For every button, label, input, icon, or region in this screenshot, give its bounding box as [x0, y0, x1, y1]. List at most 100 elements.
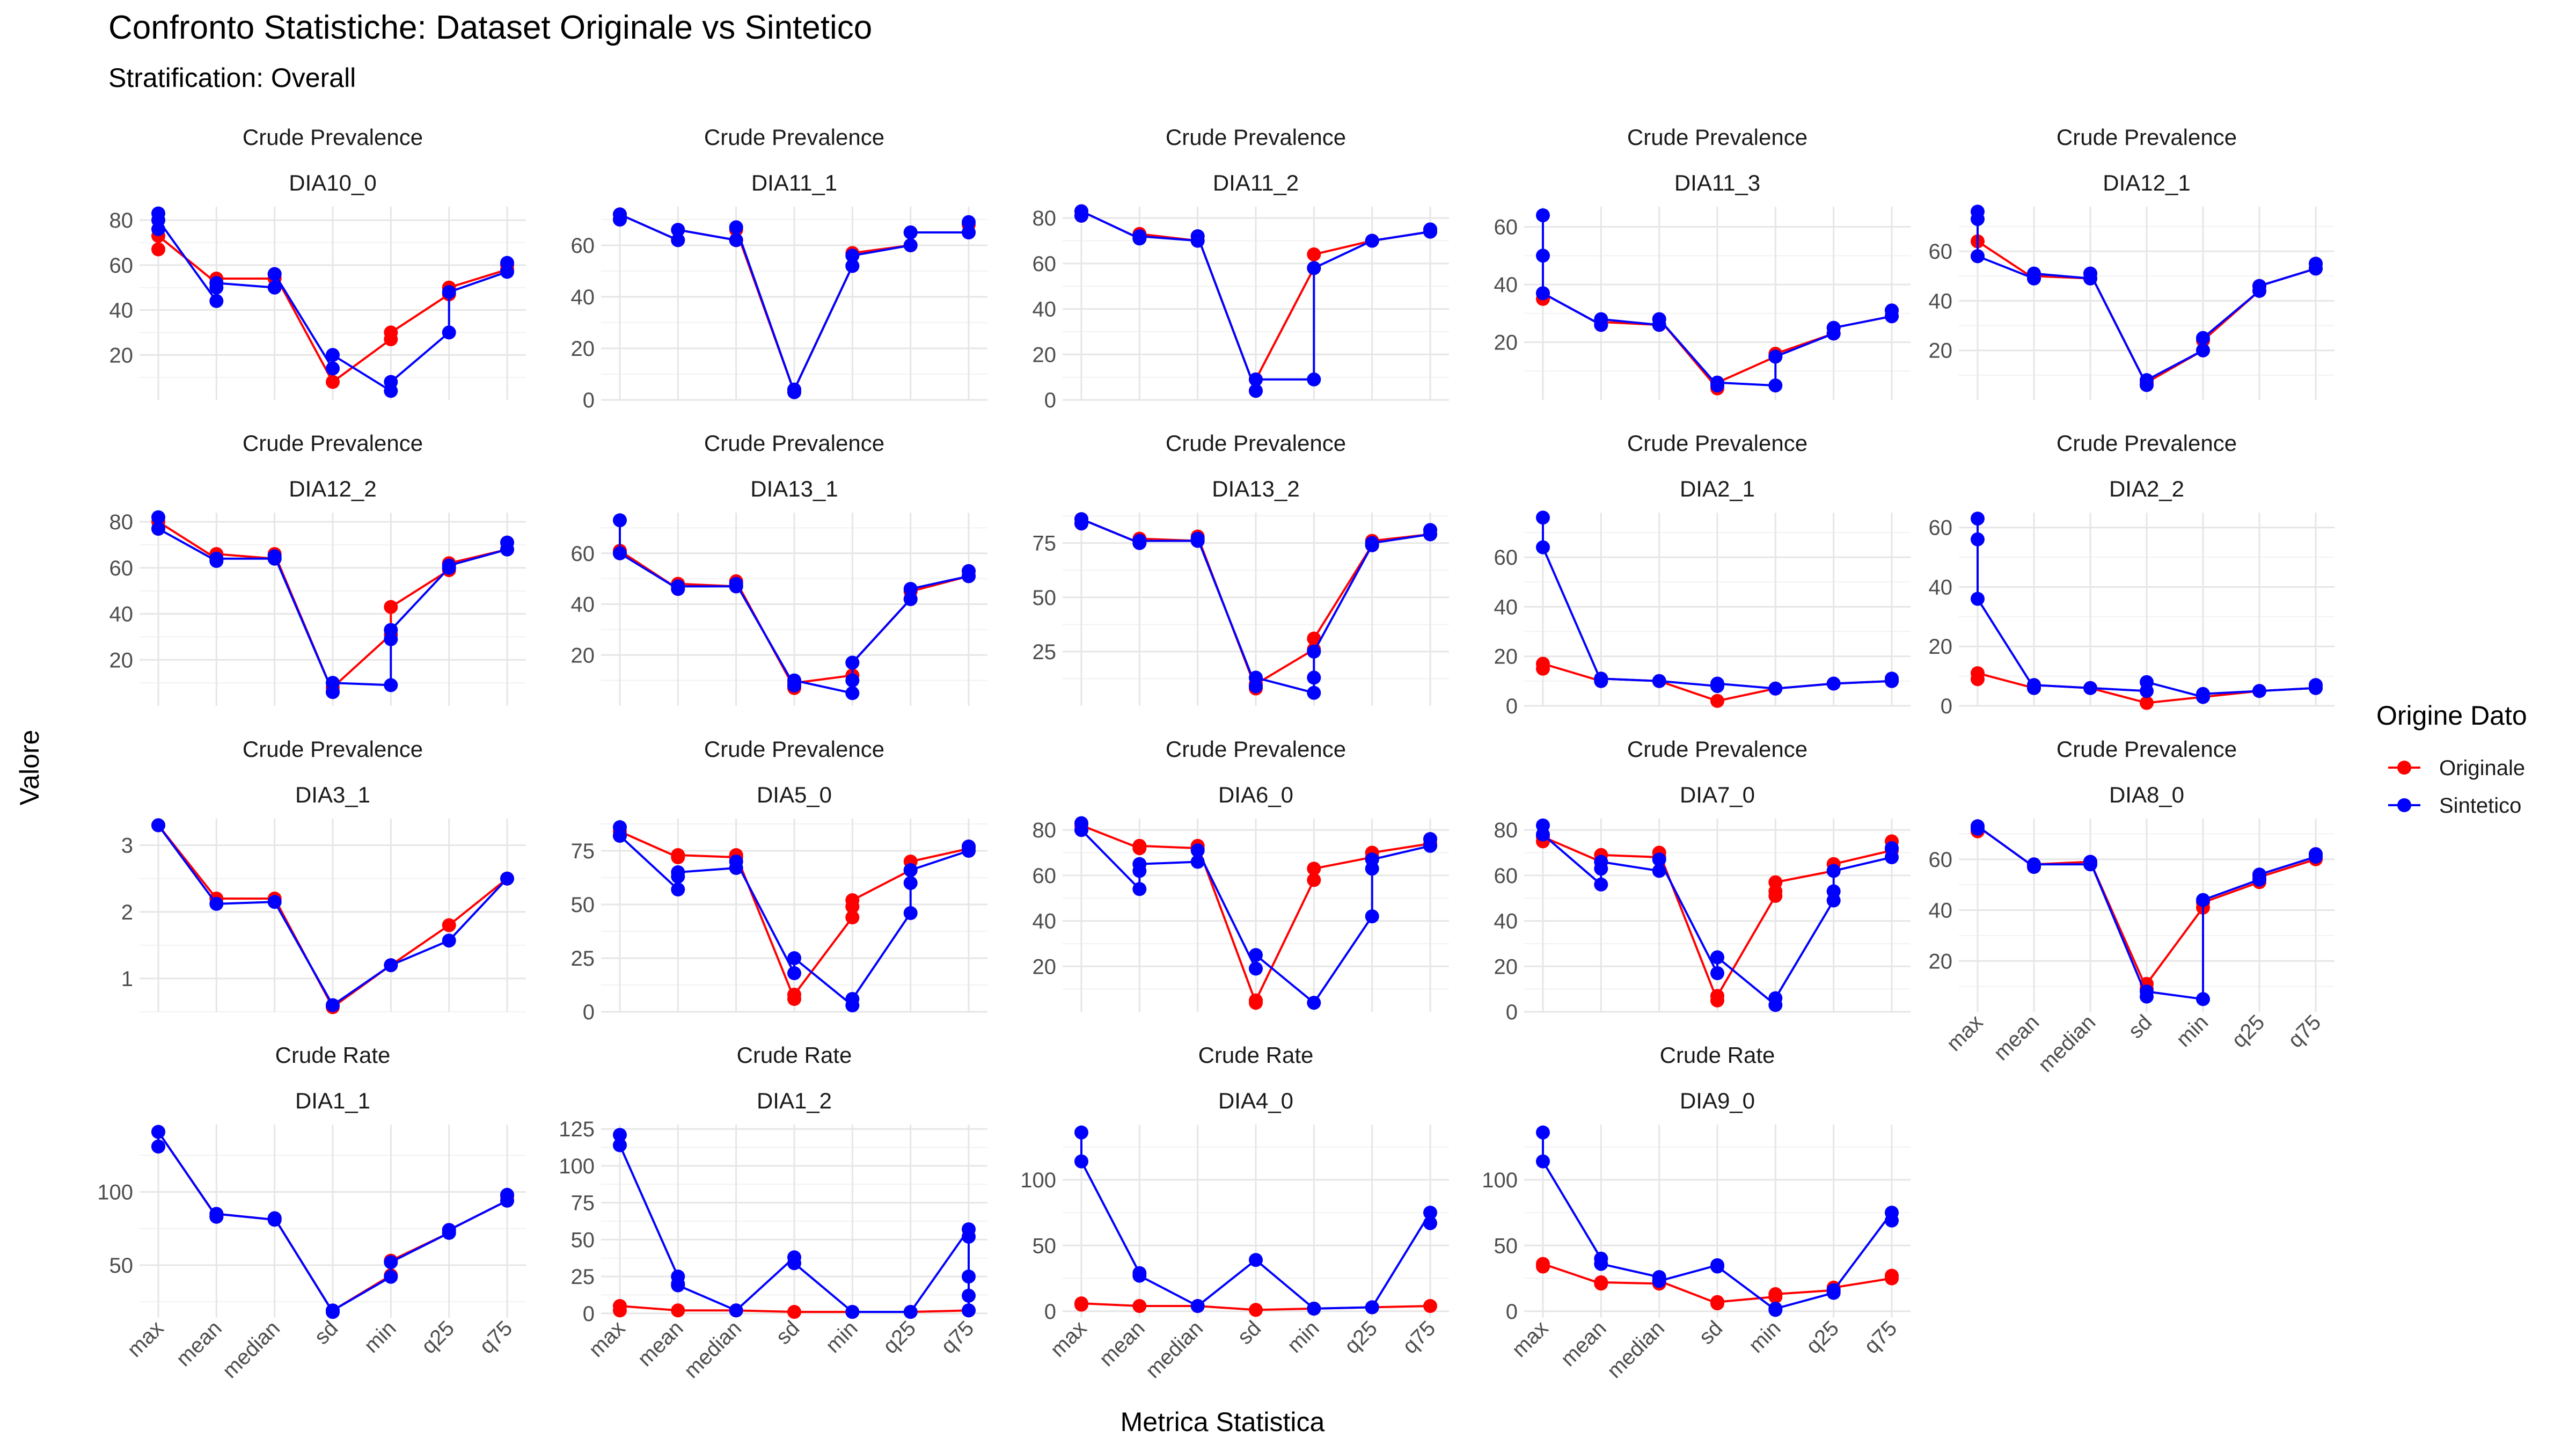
data-point-originale	[671, 1303, 685, 1318]
data-point-sintetico	[1885, 672, 1899, 686]
facet-strip-group: Crude Prevalence	[243, 125, 423, 150]
y-tick-label: 60	[1033, 864, 1057, 888]
data-point-sintetico	[1652, 1274, 1666, 1288]
facet-strip-variable: DIA7_0	[1680, 782, 1755, 807]
data-point-sintetico	[326, 1303, 340, 1318]
data-point-sintetico	[1652, 312, 1666, 326]
data-point-sintetico	[500, 535, 514, 550]
data-point-sintetico	[2196, 331, 2210, 345]
data-point-sintetico	[1885, 841, 1899, 856]
data-point-originale	[671, 848, 685, 862]
data-point-sintetico	[267, 549, 282, 564]
data-point-sintetico	[1594, 855, 1608, 869]
data-point-sintetico	[1074, 204, 1088, 218]
x-tick-label: q75	[936, 1316, 978, 1358]
data-point-sintetico	[1971, 512, 1985, 526]
facet-strip-variable: DIA12_1	[2103, 170, 2190, 195]
data-point-sintetico	[903, 1305, 918, 1319]
facet-panel: Crude Prevalence DIA13_1 20 40 60	[571, 431, 987, 706]
facet-strip-group: Crude Prevalence	[243, 736, 423, 762]
data-point-sintetico	[1971, 249, 1985, 264]
facet-strip-group: Crude Prevalence	[2057, 431, 2237, 456]
x-tick-label: max	[1942, 1010, 1988, 1056]
x-tick-label: mean	[1989, 1010, 2044, 1065]
y-tick-label: 3	[121, 834, 133, 858]
data-point-sintetico	[1536, 208, 1550, 223]
x-tick-label: median	[2033, 1010, 2100, 1077]
data-point-sintetico	[787, 1256, 801, 1271]
data-point-sintetico	[845, 992, 860, 1006]
data-point-sintetico	[2196, 343, 2210, 357]
data-point-sintetico	[1423, 1206, 1437, 1220]
data-point-originale	[1710, 694, 1724, 708]
data-point-sintetico	[1249, 961, 1263, 976]
facet-strip-group: Crude Prevalence	[1166, 736, 1346, 762]
data-point-originale	[442, 918, 456, 932]
data-point-sintetico	[1826, 864, 1841, 878]
data-point-originale	[1074, 1296, 1088, 1311]
y-tick-label: 0	[1044, 389, 1056, 412]
chart-title: Confronto Statistiche: Dataset Originale…	[108, 9, 872, 46]
x-tick-label: median	[1602, 1316, 1669, 1383]
data-point-sintetico	[1190, 1299, 1205, 1313]
data-point-sintetico	[1249, 670, 1263, 685]
data-point-sintetico	[2196, 992, 2210, 1006]
legend-label: Originale	[2439, 756, 2525, 780]
y-axis-title: Valore	[14, 730, 45, 806]
data-point-originale	[1132, 838, 1147, 853]
y-tick-label: 0	[1941, 695, 1952, 718]
legend-key-point	[2397, 761, 2411, 775]
data-point-sintetico	[903, 582, 918, 596]
data-point-originale	[1249, 1303, 1263, 1317]
data-point-sintetico	[151, 510, 165, 524]
data-point-sintetico	[1885, 1213, 1899, 1228]
y-tick-label: 60	[1929, 848, 1953, 872]
data-point-originale	[1710, 1295, 1724, 1309]
data-point-originale	[326, 375, 340, 389]
data-point-sintetico	[442, 1223, 456, 1237]
data-point-sintetico	[845, 655, 860, 670]
data-point-sintetico	[787, 951, 801, 965]
data-point-sintetico	[267, 267, 282, 281]
data-point-sintetico	[384, 375, 398, 389]
facet-strip-group: Crude Prevalence	[704, 431, 884, 456]
data-point-sintetico	[1190, 855, 1205, 869]
legend: Origine Dato Originale Sintetico	[2376, 701, 2527, 818]
y-tick-label: 60	[1494, 546, 1518, 570]
y-tick-label: 20	[1494, 331, 1518, 355]
data-point-sintetico	[845, 1305, 860, 1319]
y-tick-label: 50	[109, 1254, 134, 1278]
y-tick-label: 20	[571, 644, 595, 667]
data-point-sintetico	[1365, 909, 1379, 924]
y-tick-label: 20	[1494, 645, 1518, 669]
y-tick-label: 20	[109, 648, 134, 672]
data-point-sintetico	[1132, 229, 1147, 244]
legend-title: Origine Dato	[2376, 701, 2527, 731]
facet-panel: Crude Prevalence DIA10_0 20 40 60 80	[109, 125, 526, 400]
data-point-sintetico	[2140, 675, 2154, 689]
y-tick-label: 60	[571, 234, 595, 258]
data-point-sintetico	[2140, 984, 2154, 999]
y-tick-label: 60	[1494, 216, 1518, 239]
data-point-sintetico	[209, 294, 224, 308]
data-point-originale	[1768, 875, 1783, 889]
data-point-sintetico	[962, 1269, 976, 1284]
data-point-sintetico	[1594, 672, 1608, 686]
data-point-sintetico	[500, 1187, 514, 1202]
data-point-originale	[151, 242, 165, 257]
data-point-sintetico	[1594, 312, 1608, 326]
data-point-originale	[1423, 1299, 1437, 1313]
data-point-sintetico	[613, 546, 627, 560]
facet-strip-group: Crude Prevalence	[243, 431, 423, 456]
facet-panel: Crude Prevalence DIA3_1 1 2 3	[121, 736, 526, 1015]
data-point-originale	[845, 910, 860, 924]
facet-panel: Crude Prevalence DIA8_0 20 40 60 max meanmedia…	[1929, 736, 2334, 1077]
data-point-sintetico	[2196, 687, 2210, 701]
y-tick-label: 40	[1929, 575, 1953, 599]
data-point-originale	[1536, 1257, 1550, 1271]
